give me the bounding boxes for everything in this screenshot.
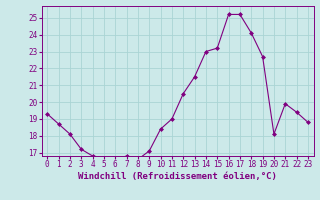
X-axis label: Windchill (Refroidissement éolien,°C): Windchill (Refroidissement éolien,°C) xyxy=(78,172,277,181)
